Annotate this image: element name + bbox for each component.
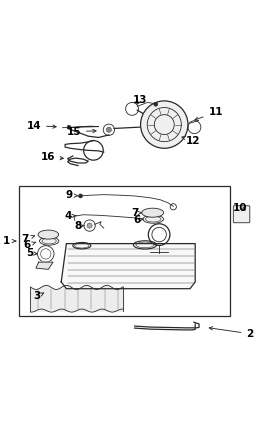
Text: 5: 5	[26, 248, 37, 258]
Text: 8: 8	[74, 221, 84, 231]
Ellipse shape	[39, 237, 59, 245]
Ellipse shape	[143, 215, 163, 223]
Text: 16: 16	[40, 153, 63, 162]
Text: 11: 11	[195, 107, 223, 120]
Text: 2: 2	[209, 327, 254, 339]
Ellipse shape	[142, 208, 164, 217]
Text: 4: 4	[64, 211, 75, 221]
Polygon shape	[36, 262, 53, 269]
Text: 7: 7	[21, 234, 35, 244]
Bar	[19, 186, 230, 316]
Circle shape	[154, 102, 158, 106]
Text: 10: 10	[233, 202, 247, 213]
Text: 9: 9	[66, 190, 78, 200]
Text: 3: 3	[33, 291, 44, 301]
Text: 6: 6	[134, 215, 144, 225]
Ellipse shape	[38, 230, 59, 239]
Circle shape	[106, 127, 111, 132]
Circle shape	[78, 194, 83, 198]
Circle shape	[67, 125, 71, 129]
FancyBboxPatch shape	[233, 206, 250, 223]
Text: 14: 14	[26, 120, 56, 131]
Circle shape	[141, 101, 188, 148]
Text: 13: 13	[133, 95, 147, 105]
Text: 12: 12	[182, 136, 201, 145]
Polygon shape	[61, 244, 195, 289]
Text: 7: 7	[132, 208, 142, 218]
Text: 15: 15	[66, 127, 96, 136]
Text: 6: 6	[23, 240, 36, 250]
Circle shape	[87, 223, 92, 228]
Text: 1: 1	[3, 236, 16, 246]
